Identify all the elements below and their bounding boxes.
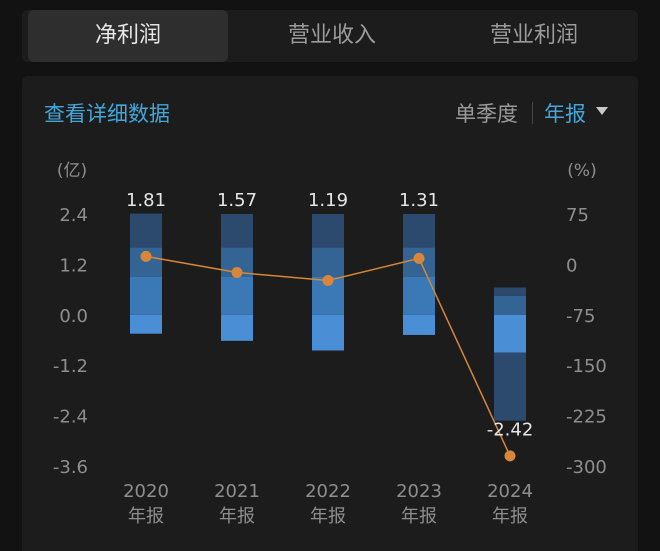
bar <box>130 314 162 334</box>
right-unit-label: (%) <box>567 161 596 181</box>
tab-revenue[interactable]: 营业收入 <box>287 23 376 48</box>
data-label: 1.31 <box>399 190 439 211</box>
line-point <box>140 250 152 262</box>
bar-segment <box>221 277 253 315</box>
data-label: 1.19 <box>308 190 348 211</box>
bar-segment <box>221 214 253 248</box>
left-axis-tick-label: -1.2 <box>53 356 88 377</box>
right-axis-tick-label: -75 <box>566 306 595 327</box>
bar-segment <box>403 214 435 248</box>
bar <box>221 314 253 341</box>
data-label: 1.57 <box>217 190 257 211</box>
data-label: -2.42 <box>487 419 534 440</box>
line-point <box>322 275 334 287</box>
data-label: 1.81 <box>126 190 166 211</box>
bar <box>494 352 526 421</box>
x-axis-year-label: 2022 <box>305 481 351 502</box>
line-point <box>413 252 425 264</box>
right-axis-tick-label: -225 <box>566 407 607 428</box>
tab-net-profit[interactable]: 净利润 <box>28 10 228 62</box>
bar-segment <box>130 213 162 248</box>
x-axis-period-label: 年报 <box>492 506 528 527</box>
period-quarter-option[interactable]: 单季度 <box>455 102 518 126</box>
view-details-link[interactable]: 查看详细数据 <box>44 102 170 126</box>
right-axis-tick-label: -300 <box>566 457 607 478</box>
x-axis-period-label: 年报 <box>310 506 346 527</box>
bar-segment <box>494 314 526 353</box>
left-axis-tick-label: 0.0 <box>59 306 88 327</box>
bar-segment <box>494 295 526 315</box>
x-axis-year-label: 2023 <box>396 481 442 502</box>
left-axis-tick-label: 2.4 <box>59 205 88 226</box>
left-axis-tick-label: -3.6 <box>53 457 88 478</box>
period-divider <box>532 102 533 124</box>
x-axis-period-label: 年报 <box>401 506 437 527</box>
right-axis-tick-label: 0 <box>566 255 577 276</box>
bar <box>312 314 344 351</box>
bar-segment <box>494 287 526 296</box>
left-axis-tick-label: -2.4 <box>53 407 88 428</box>
right-axis-tick-label: 75 <box>566 205 589 226</box>
line-point <box>504 450 516 462</box>
bar-segment <box>130 277 162 315</box>
left-unit-label: (亿) <box>57 161 87 181</box>
bar <box>403 314 435 335</box>
x-axis-period-label: 年报 <box>219 506 255 527</box>
bar-segment <box>312 247 344 277</box>
tab-bar: 净利润 营业收入 营业利润 <box>22 10 638 62</box>
right-axis-tick-label: -150 <box>566 356 607 377</box>
x-axis-year-label: 2024 <box>487 481 533 502</box>
x-axis-period-label: 年报 <box>128 506 164 527</box>
caret-down-icon[interactable] <box>596 107 608 115</box>
x-axis-year-label: 2020 <box>123 481 169 502</box>
line-point <box>231 266 243 278</box>
bar-segment <box>312 214 344 248</box>
period-year-option[interactable]: 年报 <box>544 102 586 126</box>
tab-operating-profit[interactable]: 营业利润 <box>489 23 578 48</box>
x-axis-year-label: 2021 <box>214 481 260 502</box>
left-axis-tick-label: 1.2 <box>59 255 88 276</box>
